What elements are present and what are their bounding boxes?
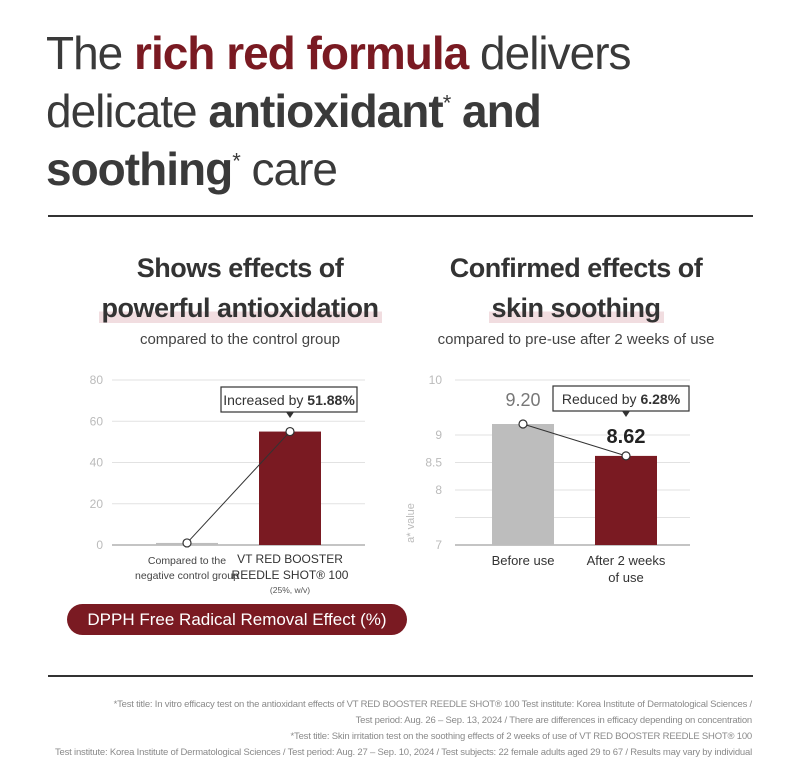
dpph-metric-badge: DPPH Free Radical Removal Effect (%) [67,604,407,635]
top-divider [48,215,753,217]
y-tick-label: 20 [90,497,104,511]
asterisk: * [232,148,241,174]
antioxidation-subtitle: compared to the control group [139,331,341,348]
soothing-title: Confirmed effects of skin soothing [376,248,776,328]
x-label-after: of use [608,570,643,585]
x-label-product: VT RED BOOSTER [237,552,343,566]
connector-line [522,423,627,457]
x-label-before: Before use [492,553,555,568]
title-highlight: skin soothing [488,293,664,323]
y-axis-label: a* value [405,503,417,543]
y-tick-label: 60 [90,414,104,428]
headline-text: delivers [468,27,632,79]
y-tick-label: 80 [90,373,104,387]
callout-pointer [286,412,294,418]
data-point [182,538,192,548]
reduction-callout: Reduced by 6.28% [552,385,690,417]
headline: The rich red formula delivers delicate a… [46,24,632,198]
antioxidation-title: Shows effects of powerful antioxidation [40,248,440,328]
headline-text: care [239,143,339,195]
y-tick-label: 7 [435,538,442,552]
title-line: Confirmed effects of [449,253,703,283]
data-point [621,451,631,461]
y-tick-label: 0 [96,538,103,552]
callout-box [552,385,690,412]
headline-text: delicate [46,85,209,137]
increase-callout: Increased by 51.88% [220,386,358,418]
footnote-line: *Test title: Skin irritation test on the… [290,731,753,742]
headline-line-1: The rich red formula delivers [46,24,632,82]
asterisk: * [442,90,452,116]
title-highlight: powerful antioxidation [98,293,382,323]
headline-bold-text: antioxidant [208,85,443,137]
footnote-line: *Test title: In vitro efficacy test on t… [113,699,753,710]
x-label-after: After 2 weeks [587,553,666,568]
bottom-divider [48,675,753,677]
x-label-control: Compared to the [148,555,226,567]
footnote-line: Test institute: Korea Institute of Derma… [54,747,752,758]
headline-bold-text: soothing [46,143,233,195]
callout-text: Reduced by 6.28% [562,391,681,407]
before-value-label: 9.20 [505,390,540,410]
callout-pointer [622,411,630,417]
data-point [285,426,295,437]
connector-line [186,431,291,544]
after-value-label: 8.62 [607,426,646,448]
y-tick-label: 8.5 [425,456,442,470]
headline-bold-text: and [450,85,542,137]
data-point [518,419,528,429]
callout-text: Increased by 51.88% [223,392,355,408]
bar-before [492,424,554,545]
y-tick-label: 8 [435,483,442,497]
antioxidation-chart: 0 20 40 60 80 Increased by 51.88% Compared t… [90,373,365,595]
headline-line-2: delicate antioxidant* and [46,82,631,140]
bar-after [595,455,657,545]
bar-product [259,431,321,545]
y-tick-label: 10 [429,373,443,387]
x-label-product: REEDLE SHOT® 100 [232,568,349,582]
headline-line-3: soothing* care [46,140,631,198]
x-label-concentration: (25%, w/v) [270,585,310,595]
headline-text: The [46,27,135,79]
footnote-line: Test period: Aug. 26 – Sep. 13, 2024 / T… [355,715,753,726]
headline-red-text: rich red formula [134,27,469,79]
title-line: Shows effects of [136,253,344,283]
x-label-control: negative control group [135,570,239,582]
y-tick-label: 9 [435,428,442,442]
soothing-subtitle: compared to pre-use after 2 weeks of use [437,331,715,348]
y-tick-label: 40 [90,456,104,470]
